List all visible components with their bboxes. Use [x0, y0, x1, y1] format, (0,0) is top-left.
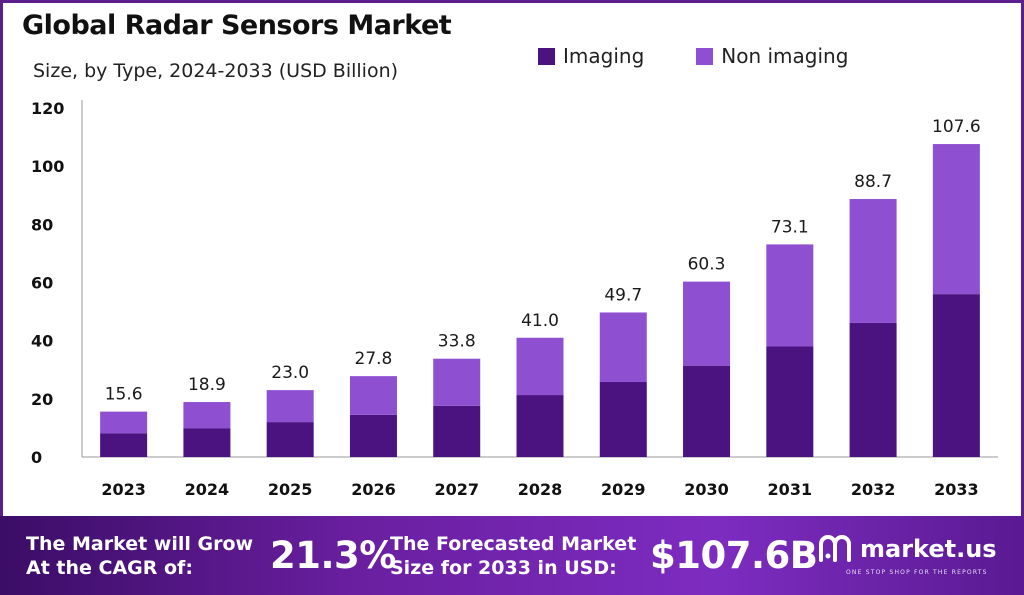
bar-imaging-2031 [766, 346, 814, 457]
y-tick-label: 80 [31, 215, 53, 234]
legend-label-imaging: Imaging [563, 44, 645, 68]
forecast-value: $107.6B [650, 534, 818, 577]
data-label-2026: 27.8 [355, 349, 393, 369]
data-label-2025: 23.0 [271, 363, 309, 383]
brand-tagline: ONE STOP SHOP FOR THE REPORTS [846, 569, 988, 576]
data-label-2030: 60.3 [688, 255, 726, 275]
legend-swatch-imaging [538, 47, 555, 65]
summary-banner: The Market will Grow At the CAGR of: 21.… [0, 516, 1024, 595]
legend: Imaging Non imaging [538, 44, 848, 68]
bar-non-imaging-2027 [433, 358, 481, 406]
bar-non-imaging-2030 [683, 281, 731, 366]
legend-label-non-imaging: Non imaging [721, 44, 849, 68]
cagr-label-line1: The Market will Grow [26, 533, 254, 555]
bar-non-imaging-2023 [100, 411, 148, 434]
y-tick-label: 20 [31, 390, 53, 409]
forecast-label-line1: The Forecasted Market [390, 533, 637, 555]
bar-non-imaging-2033 [932, 144, 980, 295]
x-tick-label-2029: 2029 [601, 480, 646, 499]
x-tick-label-2023: 2023 [101, 480, 146, 499]
x-tick-label-2030: 2030 [684, 480, 729, 499]
bar-imaging-2030 [683, 365, 731, 457]
x-tick-label-2025: 2025 [268, 480, 313, 499]
bar-non-imaging-2028 [516, 337, 564, 396]
bar-non-imaging-2026 [349, 376, 397, 415]
bar-non-imaging-2024 [183, 402, 231, 429]
bar-imaging-2024 [183, 428, 231, 457]
y-tick-label: 0 [31, 448, 42, 467]
data-label-2032: 88.7 [854, 172, 892, 192]
chart-subtitle: Size, by Type, 2024-2033 (USD Billion) [33, 60, 399, 82]
data-label-2024: 18.9 [188, 375, 226, 395]
bar-non-imaging-2032 [849, 199, 897, 323]
x-tick-label-2032: 2032 [851, 480, 896, 499]
y-tick-label: 100 [31, 157, 64, 176]
stacked-bar-chart: 0 20 40 60 80 100 120 15.6 2023 18.9 2024 23.0 2025 2… [31, 99, 998, 499]
x-tick-label-2026: 2026 [351, 480, 396, 499]
bar-non-imaging-2025 [266, 390, 314, 423]
cagr-value: 21.3% [270, 534, 396, 577]
bar-non-imaging-2029 [599, 312, 647, 382]
x-tick-label-2033: 2033 [934, 480, 979, 499]
brand-logo: market.us [818, 534, 997, 564]
bar-imaging-2032 [849, 322, 897, 457]
bar-imaging-2025 [266, 422, 314, 457]
bar-imaging-2029 [599, 381, 647, 457]
legend-swatch-non-imaging [696, 47, 714, 65]
data-label-2029: 49.7 [604, 285, 642, 305]
bar-imaging-2026 [349, 414, 397, 457]
bar-non-imaging-2031 [766, 244, 814, 347]
x-tick-label-2024: 2024 [185, 480, 230, 499]
market-us-logo-icon [819, 535, 851, 562]
data-label-2028: 41.0 [521, 311, 559, 331]
y-tick-label: 120 [31, 99, 64, 118]
data-label-2023: 15.6 [105, 385, 143, 405]
bar-imaging-2028 [516, 395, 564, 457]
data-label-2027: 33.8 [438, 332, 476, 352]
bar-imaging-2023 [100, 433, 148, 457]
y-tick-label: 40 [31, 332, 53, 351]
cagr-label: The Market will Grow At the CAGR of: [26, 532, 253, 580]
data-label-2033: 107.6 [932, 117, 981, 137]
legend-item-non-imaging: Non imaging [696, 44, 848, 68]
x-tick-label-2027: 2027 [434, 480, 479, 499]
chart-title: Global Radar Sensors Market [22, 10, 452, 41]
x-tick-label-2028: 2028 [518, 480, 563, 499]
data-label-2031: 73.1 [771, 217, 809, 237]
legend-item-imaging: Imaging [538, 44, 644, 68]
bar-imaging-2033 [932, 294, 980, 457]
x-tick-label-2031: 2031 [768, 480, 813, 499]
cagr-label-line2: At the CAGR of: [26, 557, 193, 579]
y-tick-label: 60 [31, 274, 53, 293]
forecast-label: The Forecasted Market Size for 2033 in U… [390, 532, 636, 580]
forecast-label-line2: Size for 2033 in USD: [390, 557, 617, 579]
bar-imaging-2027 [433, 405, 481, 457]
brand-name: market.us [860, 535, 997, 563]
